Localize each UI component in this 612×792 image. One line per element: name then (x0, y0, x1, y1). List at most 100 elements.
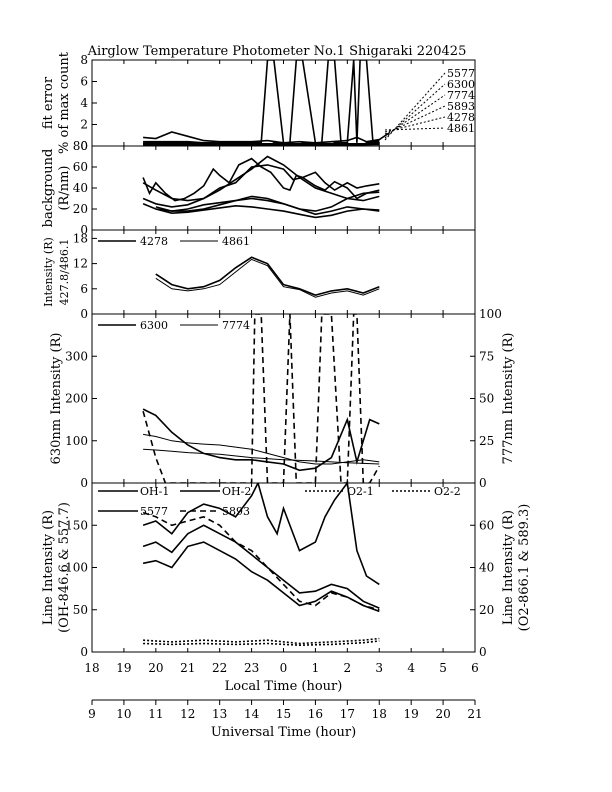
universal-time-tick-label: 15 (276, 707, 291, 721)
series-line-7774 (142, 155, 380, 208)
universal-time-tick-label: 18 (372, 707, 387, 721)
y-tick-label: 80 (73, 139, 88, 153)
series-line-6300 (142, 164, 380, 202)
series-line-5893 (143, 140, 380, 146)
series-line-4861 (155, 204, 380, 219)
series-line-5893 (142, 195, 380, 216)
y-tick-label: 2 (80, 118, 88, 132)
local-time-tick-label: 1 (312, 661, 320, 675)
legend-leader (384, 94, 446, 137)
legend-label: O2-2 (434, 485, 461, 498)
universal-time-axis-title: Universal Time (hour) (211, 725, 356, 740)
y-axis-title: Intensity (R) (42, 237, 55, 307)
series-group (142, 314, 380, 483)
y-tick-label: 18 (73, 231, 88, 245)
legend-label: 5893 (222, 505, 250, 518)
legend-label: 6300 (447, 78, 475, 91)
series-line-4861 (143, 143, 380, 146)
local-time-tick-label: 20 (148, 661, 163, 675)
y-tick-label: 0 (80, 307, 88, 321)
series-group (155, 256, 380, 298)
local-time-tick-label: 6 (471, 661, 479, 675)
legend-leader (384, 105, 446, 135)
y-right-tick-label: 25 (479, 434, 494, 448)
universal-time-tick-label: 16 (308, 707, 323, 721)
local-time-tick-label: 3 (375, 661, 383, 675)
universal-time-tick-label: 20 (435, 707, 450, 721)
series-line-OH-1 (142, 541, 380, 613)
universal-time-tick-label: 9 (88, 707, 96, 721)
series-line-4278 (155, 256, 380, 296)
y-tick-label: 0 (80, 476, 88, 490)
legend-label: O2-1 (347, 485, 374, 498)
universal-time-tick-label: 13 (212, 707, 227, 721)
universal-time-tick-label: 12 (180, 707, 195, 721)
y-tick-label: 6 (80, 282, 88, 296)
series-line-7774 (143, 448, 380, 465)
local-time-tick-label: 2 (344, 661, 352, 675)
series-group (142, 483, 380, 647)
y-tick-label: 300 (65, 349, 88, 363)
y-axis-title: 630nm Intensity (R) (49, 333, 64, 465)
y-right-tick-label: 40 (479, 561, 494, 575)
local-time-tick-label: 5 (439, 661, 447, 675)
legend-label: 4278 (140, 235, 168, 248)
y-tick-label: 0 (80, 645, 88, 659)
series-group (142, 155, 380, 219)
y-right-axis-title: Line Intensity (R) (501, 510, 516, 625)
y-tick-label: 0 (80, 223, 88, 237)
universal-time-tick-label: 19 (404, 707, 419, 721)
y-right-tick-label: 50 (479, 392, 494, 406)
series-line-4278 (155, 191, 380, 212)
y-tick-label: 8 (80, 53, 88, 67)
y-tick-label: 150 (65, 518, 88, 532)
y-tick-label: 40 (73, 181, 88, 195)
series-line-5577 (142, 157, 380, 202)
y-axis-title: (OH-846.6 & 557.7) (57, 502, 72, 633)
y-tick-label: 50 (73, 603, 88, 617)
y-right-tick-label: 0 (479, 476, 487, 490)
y-tick-label: 20 (73, 202, 88, 216)
series-line-6300 (143, 60, 380, 144)
panel-blue-intensity: 0 6 12 18 Intensity (R) 427.8/486.1 4278 4861 (42, 229, 476, 321)
series-line-6300-smooth (143, 433, 380, 465)
universal-time-tick-label: 11 (148, 707, 163, 721)
y-tick-label: 200 (65, 392, 88, 406)
panel-background: 0 20 40 60 80 background (R/nm) (41, 139, 476, 237)
y-tick-label: 6 (80, 75, 88, 89)
series-line-7774-dashed (142, 314, 380, 483)
local-time-tick-label: 21 (180, 661, 195, 675)
y-right-axis-title: 777nm Intensity (R) (501, 333, 516, 465)
y-axis-title: background (41, 149, 56, 228)
legend-label: 5893 (447, 100, 475, 113)
legend-label: 5577 (447, 67, 475, 80)
universal-time-tick-label: 10 (116, 707, 131, 721)
y-tick-label: 100 (65, 561, 88, 575)
y-axis-title: (R/nm) (57, 165, 72, 210)
local-time-tick-label: 22 (212, 661, 227, 675)
y-right-tick-label: 75 (479, 349, 494, 363)
panel-fit-error: 0 2 4 6 8 fit error% of max count 557763007774… (41, 51, 476, 154)
series-line-4861 (155, 258, 380, 298)
legend-label: 4278 (447, 111, 475, 124)
legend-label: 6300 (140, 319, 168, 332)
local-time-tick-label: 19 (116, 661, 131, 675)
chart-title: Airglow Temperature Photometer No.1 Shig… (87, 44, 467, 59)
y-tick-label: 0 (80, 139, 88, 153)
universal-time-tick-label: 17 (340, 707, 355, 721)
local-time-axis-title: Local Time (hour) (225, 679, 343, 694)
legend-leader (384, 72, 446, 141)
y-axis-title: 427.8/486.1 (58, 239, 71, 306)
series-line-O2-2 (143, 640, 380, 647)
y-axis-title: fit error (41, 76, 56, 129)
y-right-tick-label: 0 (479, 645, 487, 659)
y-tick-label: 100 (65, 434, 88, 448)
local-time-tick-label: 18 (84, 661, 99, 675)
y-axis-title: Line Intensity (R) (41, 510, 56, 625)
legend-label: 4861 (447, 122, 475, 135)
universal-time-tick-label: 21 (467, 707, 482, 721)
